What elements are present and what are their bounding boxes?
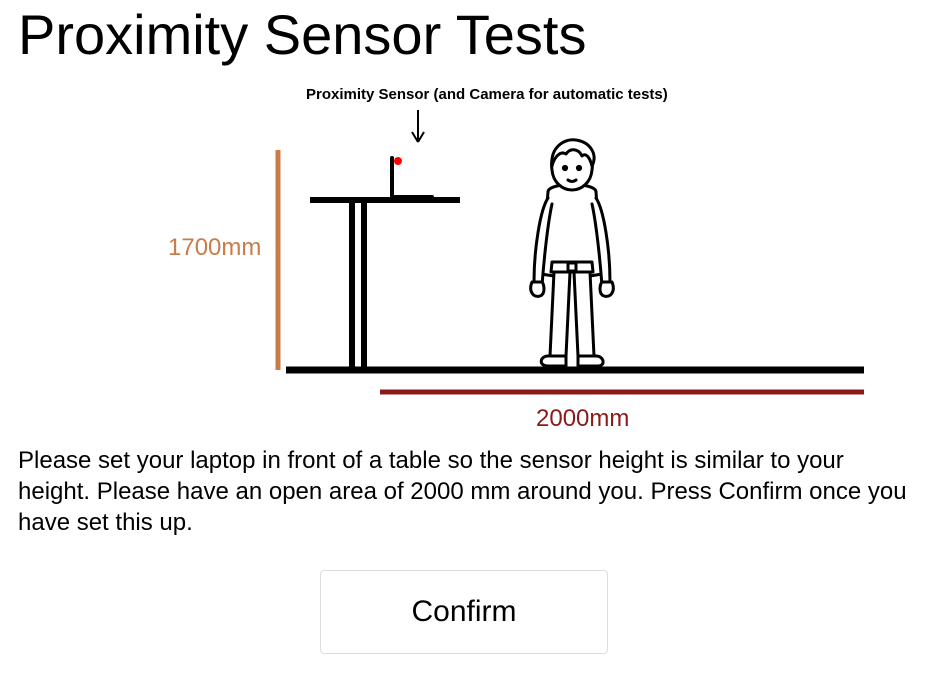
arrow-down-icon bbox=[412, 110, 424, 142]
confirm-button-label: Confirm bbox=[411, 595, 516, 629]
height-dimension-label: 1700mm bbox=[168, 234, 261, 262]
instructions-text: Please set your laptop in front of a tab… bbox=[18, 445, 918, 539]
person-shape bbox=[531, 140, 614, 366]
table-shape bbox=[310, 200, 460, 367]
width-dimension-label: 2000mm bbox=[536, 405, 629, 433]
setup-diagram bbox=[0, 0, 936, 440]
sensor-dot-icon bbox=[394, 157, 402, 165]
confirm-button[interactable]: Confirm bbox=[320, 570, 608, 654]
